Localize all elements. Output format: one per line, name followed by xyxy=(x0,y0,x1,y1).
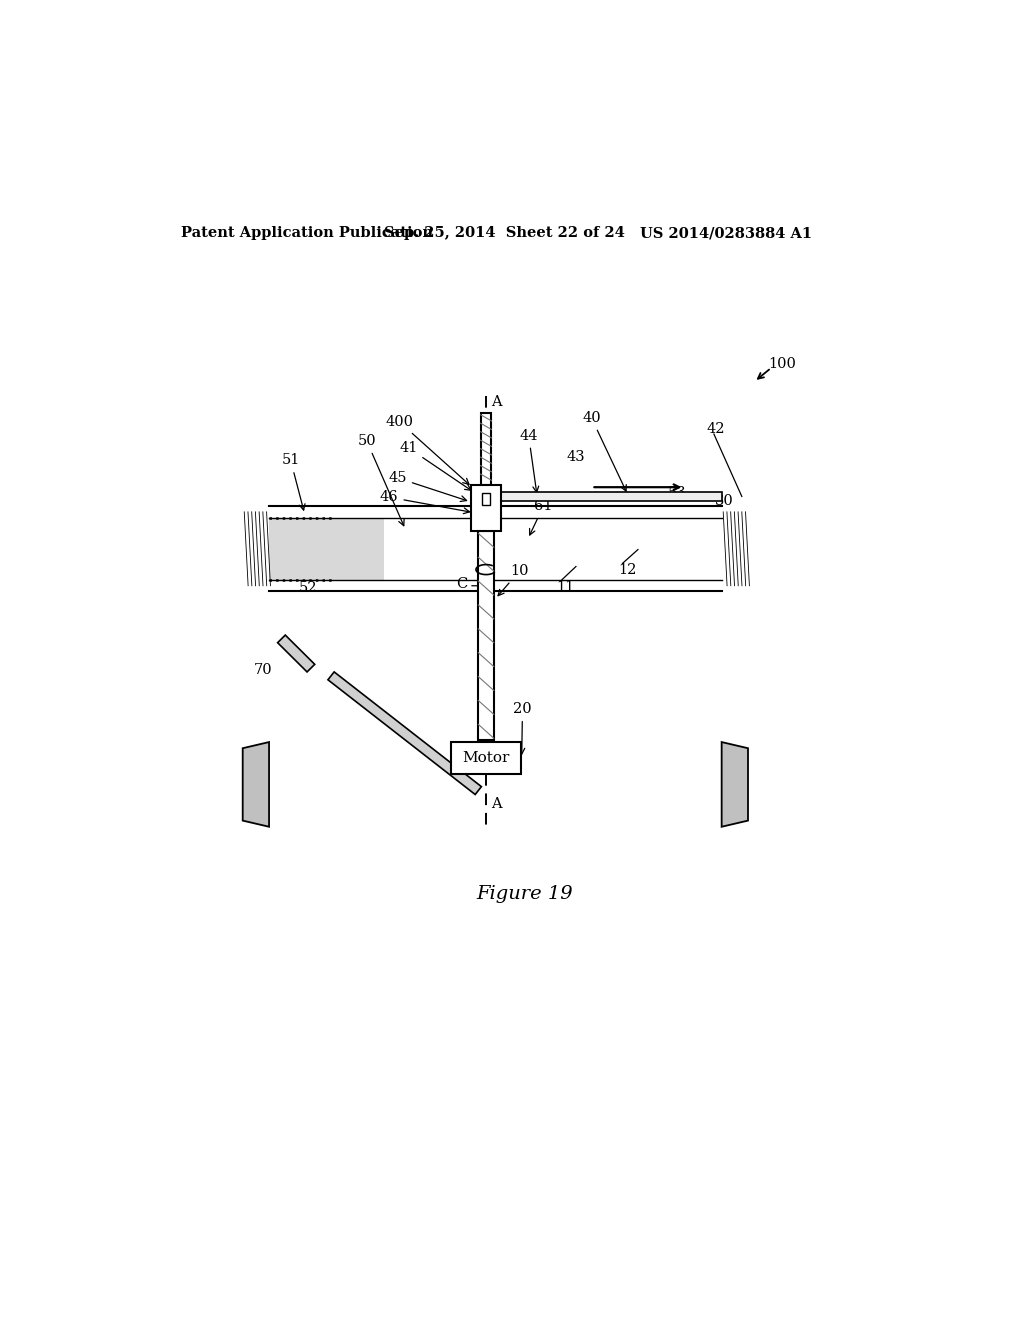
Text: 70: 70 xyxy=(254,664,272,677)
Bar xyxy=(480,413,492,484)
Text: 20: 20 xyxy=(513,702,531,754)
Text: 61: 61 xyxy=(529,499,553,535)
Text: Sep. 25, 2014  Sheet 22 of 24: Sep. 25, 2014 Sheet 22 of 24 xyxy=(384,226,625,240)
Text: Patent Application Publication: Patent Application Publication xyxy=(180,226,433,240)
Text: A: A xyxy=(490,395,502,409)
Text: 52: 52 xyxy=(299,581,317,595)
Text: 50: 50 xyxy=(357,434,404,525)
Text: Motor: Motor xyxy=(463,751,510,766)
Polygon shape xyxy=(243,742,269,826)
Text: 100: 100 xyxy=(768,356,796,371)
Polygon shape xyxy=(328,672,481,795)
Text: 11: 11 xyxy=(556,581,574,594)
Text: 30: 30 xyxy=(715,494,733,508)
Text: 43: 43 xyxy=(566,450,586,465)
Text: 40: 40 xyxy=(583,411,627,491)
Text: 41: 41 xyxy=(399,441,471,490)
Text: A: A xyxy=(490,797,502,810)
Polygon shape xyxy=(278,635,314,672)
Text: 10: 10 xyxy=(498,564,528,595)
Polygon shape xyxy=(722,742,748,826)
Text: C: C xyxy=(457,577,468,591)
Text: 44: 44 xyxy=(519,429,539,492)
Text: 42: 42 xyxy=(707,422,725,437)
Text: 12: 12 xyxy=(618,564,637,577)
Bar xyxy=(269,517,384,579)
Bar xyxy=(482,494,489,506)
Bar xyxy=(452,742,521,775)
Text: 51: 51 xyxy=(282,453,305,510)
Text: 53: 53 xyxy=(668,486,686,499)
Text: 46: 46 xyxy=(380,490,470,513)
Text: 45: 45 xyxy=(388,471,467,502)
Text: Figure 19: Figure 19 xyxy=(476,884,573,903)
Bar xyxy=(471,484,501,531)
Bar xyxy=(478,531,494,739)
Text: US 2014/0283884 A1: US 2014/0283884 A1 xyxy=(640,226,812,240)
Text: 400: 400 xyxy=(385,414,469,484)
Bar xyxy=(487,492,722,502)
